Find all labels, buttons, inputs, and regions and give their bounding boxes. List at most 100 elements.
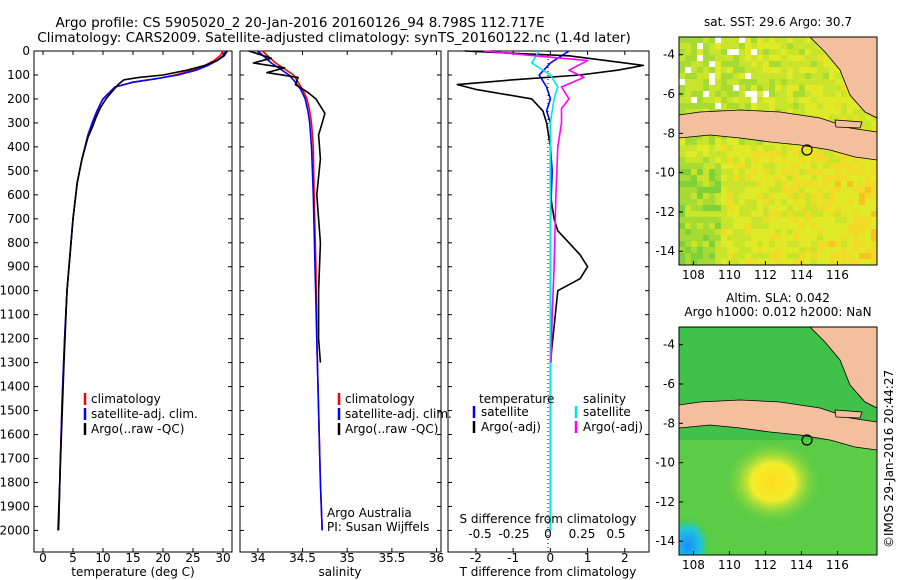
- sst-cell: [793, 67, 799, 73]
- sst-cell: [721, 151, 727, 157]
- sst-cell: [685, 151, 691, 157]
- sst-cell: [733, 241, 739, 247]
- sst-cell: [751, 61, 757, 67]
- sst-cell: [817, 259, 823, 265]
- sst-cell: [763, 67, 769, 73]
- sst-cell: [709, 187, 715, 193]
- sst-cell: [715, 169, 721, 175]
- temperature-plot-frame: [33, 50, 233, 553]
- sst-cell: [733, 73, 739, 79]
- sst-cell: [811, 109, 817, 115]
- sst-cell: [751, 103, 757, 109]
- sst-cell: [691, 169, 697, 175]
- sst-cell: [733, 253, 739, 259]
- sst-cell: [685, 223, 691, 229]
- sst-cell: [793, 109, 799, 115]
- sst-cell: [781, 247, 787, 253]
- sst-cell: [835, 115, 841, 121]
- sst-cell: [691, 67, 697, 73]
- sst-cell: [763, 241, 769, 247]
- sst-cell: [727, 253, 733, 259]
- sst-cell: [757, 205, 763, 211]
- sst-cell: [841, 241, 847, 247]
- sst-cell: [793, 193, 799, 199]
- sst-cell: [769, 235, 775, 241]
- sst-cell: [847, 235, 853, 241]
- sst-cell: [715, 73, 721, 79]
- sst-cell: [793, 157, 799, 163]
- sst-cell: [751, 199, 757, 205]
- lat-tick-label: -8: [663, 416, 675, 430]
- sst-cell: [709, 49, 715, 55]
- sst-cell: [727, 97, 733, 103]
- depth-tick-label: 1800: [0, 475, 30, 489]
- sst-cell: [703, 253, 709, 259]
- sst-cell: [865, 175, 871, 181]
- sst-cell: [727, 175, 733, 181]
- sst-cell: [703, 175, 709, 181]
- sst-cell: [829, 241, 835, 247]
- sla-map-title: Altim. SLA: 0.042: [726, 291, 830, 305]
- sst-cell: [781, 157, 787, 163]
- sst-cell: [799, 187, 805, 193]
- sst-cell: [685, 85, 691, 91]
- sst-cell: [799, 259, 805, 265]
- sst-cell: [871, 199, 877, 205]
- sst-cell: [811, 67, 817, 73]
- sst-cell: [793, 37, 799, 43]
- sst-cell: [799, 211, 805, 217]
- sst-cell: [793, 79, 799, 85]
- sst-cell: [811, 163, 817, 169]
- sst-cell: [775, 157, 781, 163]
- x-tick-label: 15: [125, 551, 140, 565]
- sst-cell: [679, 169, 685, 175]
- sst-cell: [865, 181, 871, 187]
- sst-cell: [685, 91, 691, 97]
- sst-cell: [751, 259, 757, 265]
- sst-cell: [787, 109, 793, 115]
- sst-cell: [823, 85, 829, 91]
- sst-cell: [769, 253, 775, 259]
- sst-cell: [727, 103, 733, 109]
- sst-cell: [835, 229, 841, 235]
- sst-cell: [787, 49, 793, 55]
- sst-cell: [679, 145, 685, 151]
- sst-cell: [745, 157, 751, 163]
- sst-cell: [721, 229, 727, 235]
- sst-cell: [685, 175, 691, 181]
- legend-label-t-satellite: satellite: [481, 405, 529, 419]
- sst-cell: [721, 49, 727, 55]
- sst-cell: [841, 169, 847, 175]
- sst-cell: [727, 145, 733, 151]
- sst-cell: [739, 205, 745, 211]
- sst-cell: [733, 163, 739, 169]
- sst-cell: [715, 181, 721, 187]
- sst-cell: [709, 43, 715, 49]
- sst-cell: [865, 115, 871, 121]
- sst-cell: [691, 151, 697, 157]
- sst-cell: [811, 79, 817, 85]
- depth-tick-label: 300: [7, 116, 30, 130]
- sst-cell: [721, 91, 727, 97]
- x-tick-label: 2: [621, 551, 629, 565]
- sst-cell: [871, 175, 877, 181]
- sst-cell: [847, 169, 853, 175]
- sst-cell: [751, 241, 757, 247]
- sst-cell: [679, 247, 685, 253]
- sst-cell: [709, 181, 715, 187]
- imos-timestamp: ©IMOS 29-Jan-2016 20:44:27: [882, 370, 896, 548]
- sst-cell: [787, 103, 793, 109]
- sst-cell: [697, 55, 703, 61]
- low-sla-feature: [679, 517, 710, 555]
- sst-cell: [769, 199, 775, 205]
- sst-cell: [757, 55, 763, 61]
- sst-cell: [763, 235, 769, 241]
- sst-cell: [739, 253, 745, 259]
- sst-cell: [697, 37, 703, 43]
- depth-axis-ticks: 0 100 200 300 400 500 600 700 800 900 1000 1100 1200…: [0, 44, 649, 537]
- sst-cell: [691, 163, 697, 169]
- sst-cell: [829, 193, 835, 199]
- sst-cell: [871, 169, 877, 175]
- sst-cell: [823, 247, 829, 253]
- sst-cell: [733, 145, 739, 151]
